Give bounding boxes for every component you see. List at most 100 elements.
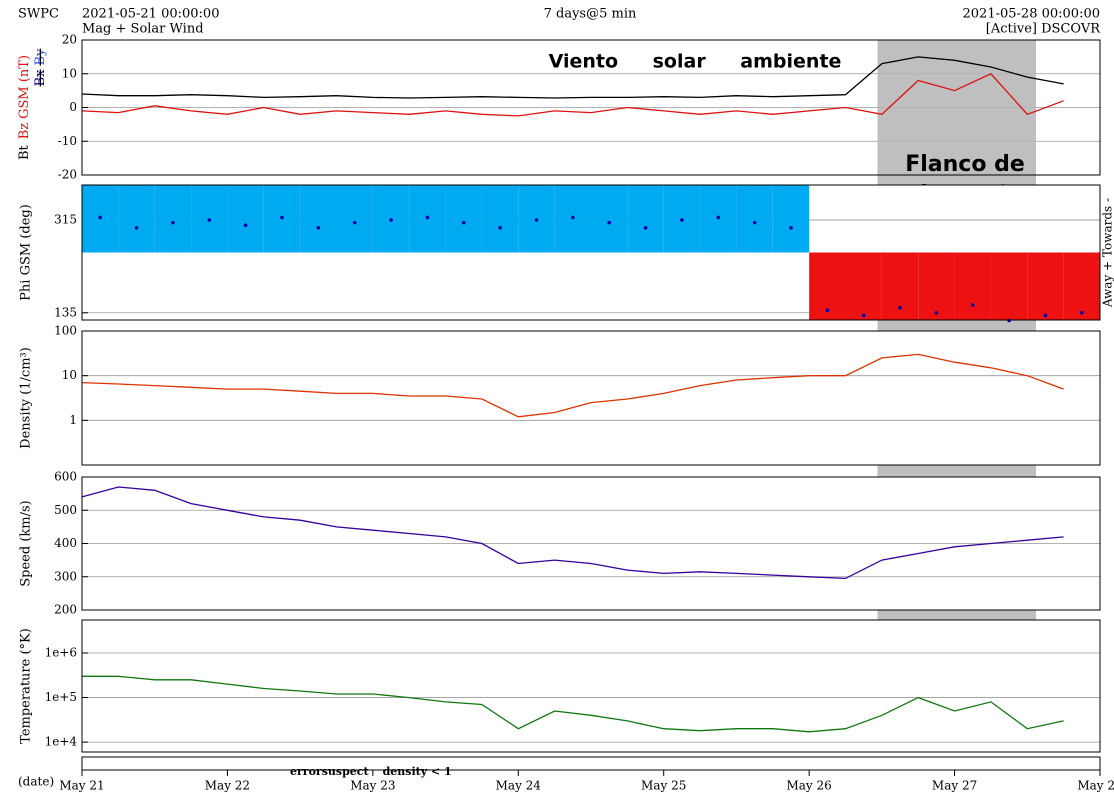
sector-bar	[954, 252, 991, 320]
phi-point	[280, 215, 284, 220]
sector-bar	[591, 185, 628, 253]
phi-point	[861, 313, 866, 318]
source: SWPC	[18, 7, 59, 22]
panel-frame	[81, 619, 1101, 753]
y-tick-label: -10	[58, 134, 77, 148]
date-label: (date)	[18, 775, 54, 789]
sector-bar	[300, 185, 337, 253]
sector-bar	[627, 185, 664, 253]
phi-point	[1007, 318, 1011, 323]
phi-point	[425, 215, 430, 220]
data-line	[81, 56, 1064, 99]
phi-point	[789, 225, 793, 230]
phi-point	[934, 310, 939, 315]
phi-point	[171, 220, 175, 225]
y-tick-label: 10	[62, 66, 77, 80]
span: 7 days@5 min	[544, 7, 637, 22]
flag-label: error	[290, 765, 322, 778]
phi-point	[1043, 313, 1048, 318]
phi-point	[680, 218, 684, 222]
x-tick-label: May 21	[59, 779, 104, 793]
y-tick-label: 400	[54, 536, 77, 550]
sector-bar	[227, 185, 264, 253]
phi-point	[970, 303, 975, 307]
phi-point	[461, 220, 466, 225]
y-axis-label: Bt Bz GSM (nT)	[17, 55, 32, 160]
phi-point	[134, 225, 139, 230]
phi-point	[98, 215, 102, 220]
sector-bar	[336, 185, 373, 253]
phi-point	[498, 225, 502, 230]
phi-point	[534, 218, 539, 222]
y-tick-label: 300	[54, 569, 77, 583]
x-tick-label: May 23	[350, 779, 395, 793]
sector-bar	[772, 185, 810, 253]
phi-point	[389, 218, 393, 222]
sector-bar	[881, 252, 919, 320]
sector-bar	[118, 185, 155, 253]
x-tick-label: May 24	[496, 779, 542, 793]
end-date: 2021-05-28 00:00:00	[963, 7, 1100, 22]
phi-point	[571, 215, 575, 220]
flag-label: suspect	[322, 765, 370, 778]
sector-bar	[1063, 252, 1100, 320]
phi-point	[352, 220, 357, 225]
y-tick-label: 315	[54, 213, 77, 227]
y-tick-label: 10	[62, 368, 77, 382]
sector-bar	[445, 185, 482, 253]
panel-frame	[81, 184, 1101, 321]
sector-bar	[918, 252, 955, 320]
flag-label: density < 1	[383, 765, 452, 778]
flag-strip	[81, 756, 1101, 771]
annotation: Viento solar ambiente	[549, 51, 842, 73]
phi-point	[607, 220, 611, 225]
y-tick-label: 1e+6	[45, 645, 77, 659]
y-tick-label: 135	[54, 305, 77, 319]
subtitle: Mag + Solar Wind	[82, 22, 204, 37]
y-tick-label: 1e+4	[45, 735, 78, 749]
y-tick-label: 600	[54, 470, 77, 484]
legend-entry: Bz	[17, 123, 32, 140]
panel-frame	[81, 476, 1101, 611]
phi-point	[243, 223, 248, 227]
sector-bar	[154, 185, 192, 253]
y-axis-label: Density (1/cm³)	[19, 347, 34, 449]
data-line	[82, 675, 1064, 733]
sector-bar	[481, 185, 519, 253]
right-label: Away + Towards -	[1101, 198, 1114, 308]
x-tick-label: May 22	[205, 779, 250, 793]
sector-bar	[845, 252, 882, 320]
y-axis-label: Speed (km/s)	[19, 500, 34, 586]
panel	[82, 620, 1100, 752]
x-tick-label: May 27	[932, 779, 977, 793]
phi-point	[643, 225, 648, 230]
sector-bar	[990, 252, 1028, 320]
legend-entry: Bt	[17, 145, 32, 161]
panel-frame	[81, 39, 1101, 176]
data-line	[81, 73, 1064, 117]
panel	[82, 331, 1100, 465]
legend-entry: By	[33, 48, 48, 66]
annotation: Flanco de	[905, 152, 1025, 177]
y-tick-label: 0	[69, 100, 77, 114]
sector-bar	[1027, 252, 1064, 320]
data-line	[81, 353, 1064, 418]
legend-hidden: Bx By	[33, 48, 48, 86]
sector-bar	[736, 185, 773, 253]
phi-point	[825, 308, 830, 313]
phi-point	[898, 305, 902, 310]
data-line	[81, 486, 1064, 580]
start-date: 2021-05-21 00:00:00	[82, 7, 219, 22]
y-tick-label: -20	[58, 168, 77, 182]
y-tick-label: 1e+5	[45, 690, 77, 704]
panel-frame	[81, 330, 1101, 466]
y-tick-label: 500	[54, 503, 77, 517]
y-axis-unit: GSM (nT)	[17, 55, 32, 119]
legend-entry: Bx	[33, 69, 48, 87]
y-axis-label: Temperature (°K)	[19, 628, 34, 744]
x-tick-label: May 25	[641, 779, 686, 793]
y-tick-label: 100	[54, 324, 77, 338]
phi-point	[316, 225, 321, 230]
phi-point	[752, 220, 757, 225]
